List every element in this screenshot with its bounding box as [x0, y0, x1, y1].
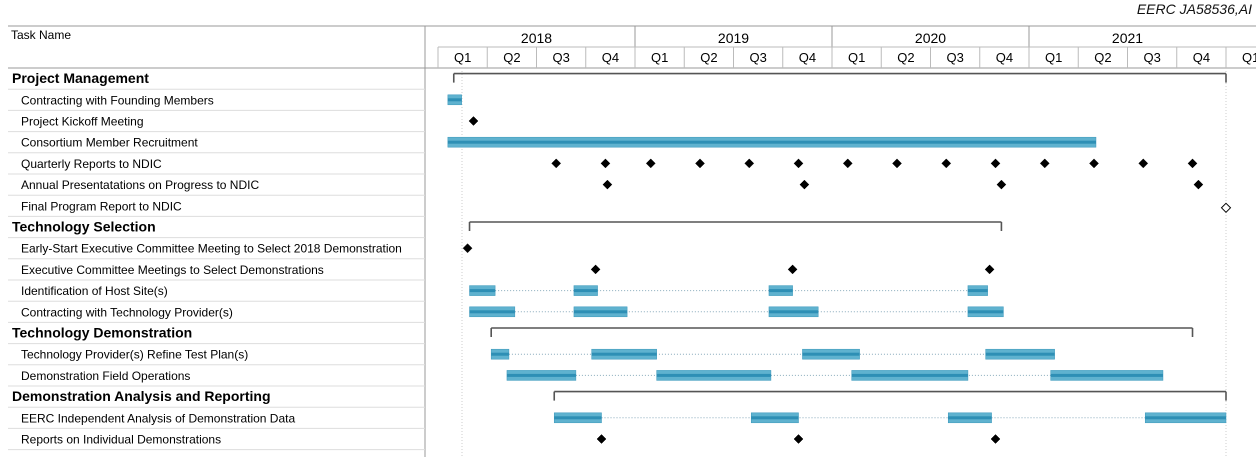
quarter-label: Q3 — [552, 50, 569, 65]
quarter-label: Q2 — [503, 50, 520, 65]
phase-label: Technology Demonstration — [12, 325, 192, 341]
phase-label: Demonstration Analysis and Reporting — [12, 388, 271, 404]
quarter-label: Q2 — [897, 50, 914, 65]
task-label: Contracting with Technology Provider(s) — [21, 305, 233, 319]
milestone-marker — [990, 434, 1001, 444]
phase-label: Technology Selection — [12, 219, 156, 235]
quarter-label: Q3 — [1143, 50, 1160, 65]
task-bar-progress — [506, 373, 576, 377]
chart-reference-code: EERC JA58536,AI — [1136, 1, 1252, 17]
quarter-label: Q4 — [602, 50, 619, 65]
milestone-marker — [1089, 158, 1099, 169]
task-label: Consortium Member Recruitment — [21, 136, 198, 150]
task-bar-progress — [1145, 416, 1226, 420]
task-label: Identification of Host Site(s) — [21, 284, 168, 298]
milestone-marker — [602, 179, 613, 190]
milestone-marker — [793, 434, 804, 444]
task-label: Annual Presentatations on Progress to ND… — [21, 178, 259, 192]
milestone-marker — [468, 116, 479, 126]
task-label: EERC Independent Analysis of Demonstrati… — [21, 411, 295, 425]
task-bar-progress — [656, 373, 771, 377]
task-bar-progress — [1050, 373, 1163, 377]
quarter-label: Q3 — [749, 50, 766, 65]
task-label: Early-Start Executive Committee Meeting … — [21, 242, 402, 256]
phase-label: Project Management — [12, 70, 149, 86]
milestone-marker — [793, 158, 804, 169]
task-label: Contracting with Founding Members — [21, 93, 214, 107]
quarter-label: Q1 — [1242, 50, 1256, 65]
milestone-marker — [590, 264, 601, 275]
milestone-marker — [596, 434, 607, 444]
task-bar-progress — [985, 352, 1055, 356]
milestone-marker — [1039, 158, 1050, 169]
task-bar-progress — [948, 416, 992, 420]
quarter-label: Q4 — [1193, 50, 1210, 65]
milestone-marker — [462, 243, 473, 254]
task-bar-progress — [447, 140, 1096, 144]
task-bar-progress — [851, 373, 968, 377]
task-bar-progress — [768, 289, 793, 293]
quarter-label: Q1 — [1045, 50, 1062, 65]
quarter-label: Q3 — [946, 50, 963, 65]
milestone-marker — [941, 158, 952, 169]
milestone-marker — [892, 158, 902, 169]
milestone-marker — [600, 158, 611, 169]
milestone-marker — [996, 179, 1007, 190]
task-bar-progress — [491, 352, 509, 356]
quarter-label: Q1 — [651, 50, 668, 65]
quarter-label: Q1 — [454, 50, 471, 65]
milestone-marker — [1138, 158, 1149, 169]
milestone-marker — [744, 158, 755, 169]
milestone-marker — [787, 264, 798, 275]
task-bar-progress — [802, 352, 860, 356]
task-bar-progress — [573, 310, 628, 314]
task-bar-progress — [967, 289, 988, 293]
task-label: Executive Committee Meetings to Select D… — [21, 263, 324, 277]
milestone-marker — [799, 179, 810, 190]
task-bar-progress — [554, 416, 602, 420]
milestone-marker — [984, 264, 995, 275]
task-name-header: Task Name — [11, 28, 71, 42]
task-label: Project Kickoff Meeting — [21, 115, 144, 129]
year-label: 2018 — [521, 30, 552, 46]
task-label: Quarterly Reports to NDIC — [21, 157, 162, 171]
task-bar-progress — [573, 289, 598, 293]
quarter-label: Q2 — [1094, 50, 1111, 65]
year-label: 2019 — [718, 30, 749, 46]
quarter-label: Q1 — [848, 50, 865, 65]
task-bar-progress — [447, 98, 462, 102]
task-bar-progress — [751, 416, 799, 420]
task-label: Technology Provider(s) Refine Test Plan(… — [21, 348, 248, 362]
task-bar-progress — [469, 310, 515, 314]
task-label: Demonstration Field Operations — [21, 369, 190, 383]
quarter-label: Q2 — [700, 50, 717, 65]
task-bar-progress — [967, 310, 1004, 314]
task-label: Final Program Report to NDIC — [21, 199, 182, 213]
milestone-marker — [1193, 179, 1204, 190]
milestone-marker — [695, 158, 705, 169]
milestone-marker — [645, 158, 656, 169]
year-label: 2021 — [1112, 30, 1143, 46]
task-bar-progress — [768, 310, 819, 314]
milestone-marker — [990, 158, 1001, 169]
open-milestone-marker — [1220, 202, 1232, 214]
milestone-marker — [1187, 158, 1198, 169]
task-label: Reports on Individual Demonstrations — [21, 433, 221, 447]
quarter-label: Q4 — [799, 50, 816, 65]
task-bar-progress — [591, 352, 657, 356]
task-bar-progress — [469, 289, 496, 293]
year-label: 2020 — [915, 30, 946, 46]
quarter-label: Q4 — [996, 50, 1013, 65]
milestone-marker — [551, 158, 562, 169]
milestone-marker — [842, 158, 853, 169]
